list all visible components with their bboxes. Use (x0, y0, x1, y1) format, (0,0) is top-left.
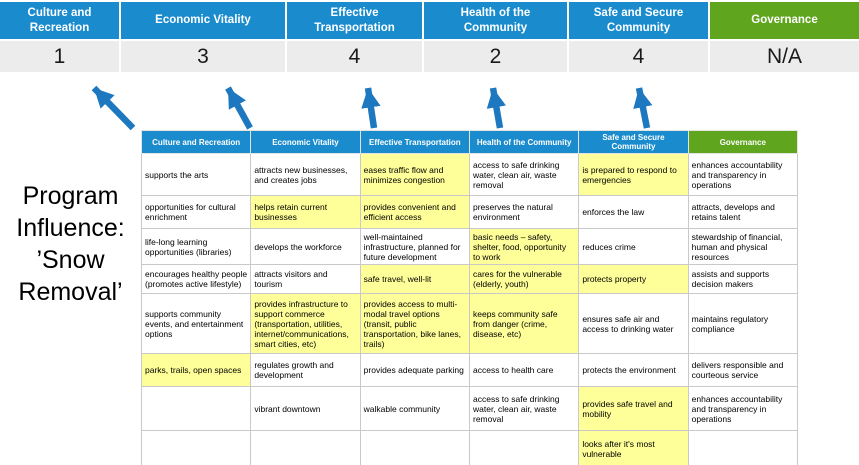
table-cell: enforces the law (578, 195, 689, 230)
table-cell: attracts, develops and retains talent (687, 195, 799, 230)
table-cell: supports the arts (140, 153, 252, 197)
table-cell: parks, trails, open spaces (140, 353, 252, 388)
summary-score-6: N/A (710, 41, 859, 72)
table-cell: assists and supports decision makers (687, 264, 799, 295)
table-cell: encourages healthy people (promotes acti… (140, 264, 252, 295)
table-row: encourages healthy people (promotes acti… (140, 264, 799, 295)
matrix-header-cell: Governance (687, 129, 799, 155)
matrix-header-cell: Health of the Community (468, 129, 580, 155)
program-title: Program Influence: ’Snow Removal’ (16, 182, 125, 306)
table-cell: safe travel, well-lit (359, 264, 470, 295)
summary-score-2: 3 (121, 41, 285, 72)
table-cell (468, 430, 580, 465)
matrix-header-cell: Effective Transportation (359, 129, 470, 155)
summary-score-3: 4 (287, 41, 422, 72)
table-cell: access to health care (468, 353, 580, 388)
arrow-up-icon-4 (486, 87, 506, 129)
table-cell: life-long learning opportunities (librar… (140, 228, 252, 266)
table-cell: keeps community safe from danger (crime,… (468, 293, 580, 355)
matrix-body: supports the arts attracts new businesses… (140, 153, 799, 465)
table-cell: enhances accountability and transparency… (687, 153, 799, 197)
matrix-header-cell: Safe and Secure Community (578, 129, 689, 155)
arrow-up-icon-3 (361, 87, 381, 129)
summary-score-1: 1 (0, 41, 119, 72)
table-row: life-long learning opportunities (librar… (140, 228, 799, 266)
table-cell: protects property (578, 264, 689, 295)
summary-header-1: Culture and Recreation (0, 2, 119, 39)
table-cell (359, 430, 470, 465)
table-row: opportunities for cultural enrichment hel… (140, 195, 799, 230)
table-cell: access to safe drinking water, clean air… (468, 386, 580, 432)
table-cell: provides safe travel and mobility (578, 386, 689, 432)
table-cell: attracts new businesses, and creates job… (250, 153, 361, 197)
arrow-up-icon-1 (91, 85, 136, 130)
summary-header-4: Health of the Community (424, 2, 567, 39)
table-row: vibrant downtown walkable community access… (140, 386, 799, 432)
summary-header-5: Safe and Secure Community (569, 2, 708, 39)
table-row: supports the arts attracts new businesses… (140, 153, 799, 197)
table-cell: reduces crime (578, 228, 689, 266)
table-cell: well-maintained infrastructure, planned … (359, 228, 470, 266)
table-cell: preserves the natural environment (468, 195, 580, 230)
table-cell: access to safe drinking water, clean air… (468, 153, 580, 197)
table-cell (140, 430, 252, 465)
summary-score-band: 1 3 4 2 4 N/A (0, 41, 859, 72)
summary-score-5: 4 (569, 41, 708, 72)
table-row: supports community events, and entertain… (140, 293, 799, 355)
table-cell: attracts visitors and tourism (250, 264, 361, 295)
table-cell: looks after it's most vulnerable (578, 430, 689, 465)
table-cell: provides adequate parking (359, 353, 470, 388)
table-cell: helps retain current businesses (250, 195, 361, 230)
table-cell: maintains regulatory compliance (687, 293, 799, 355)
table-cell: enhances accountability and transparency… (687, 386, 799, 432)
table-cell: eases traffic flow and minimizes congest… (359, 153, 470, 197)
table-cell: vibrant downtown (250, 386, 361, 432)
influence-table: Culture and Recreation Economic Vitality E… (140, 129, 799, 465)
summary-header-2: Economic Vitality (121, 2, 285, 39)
table-cell: delivers responsible and courteous servi… (687, 353, 799, 388)
table-cell: ensures safe air and access to drinking … (578, 293, 689, 355)
table-cell: regulates growth and development (250, 353, 361, 388)
table-cell (250, 430, 361, 465)
score-arrows (91, 85, 653, 130)
table-cell: opportunities for cultural enrichment (140, 195, 252, 230)
table-cell: provides convenient and efficient access (359, 195, 470, 230)
table-cell (140, 386, 252, 432)
table-cell: supports community events, and entertain… (140, 293, 252, 355)
summary-header-band: Culture and Recreation Economic Vitality E… (0, 2, 859, 39)
matrix-header-cell: Culture and Recreation (140, 129, 252, 155)
matrix-header-cell: Economic Vitality (250, 129, 361, 155)
summary-score-4: 2 (424, 41, 567, 72)
table-cell (687, 430, 799, 465)
table-cell: cares for the vulnerable (elderly, youth… (468, 264, 580, 295)
table-cell: provides infrastructure to support comme… (250, 293, 361, 355)
summary-header-6: Governance (710, 2, 859, 39)
arrow-up-icon-5 (633, 87, 653, 129)
table-cell: walkable community (359, 386, 470, 432)
table-cell: protects the environment (578, 353, 689, 388)
table-row: looks after it's most vulnerable (140, 430, 799, 465)
arrow-up-icon-2 (225, 86, 253, 130)
table-cell: develops the workforce (250, 228, 361, 266)
table-row: parks, trails, open spaces regulates grow… (140, 353, 799, 388)
table-cell: stewardship of financial, human and phys… (687, 228, 799, 266)
matrix-header-row: Culture and Recreation Economic Vitality E… (140, 129, 799, 155)
table-cell: provides access to multi-modal travel op… (359, 293, 470, 355)
summary-header-3: Effective Transportation (287, 2, 422, 39)
table-cell: basic needs – safety, shelter, food, opp… (468, 228, 580, 266)
table-cell: is prepared to respond to emergencies (578, 153, 689, 197)
